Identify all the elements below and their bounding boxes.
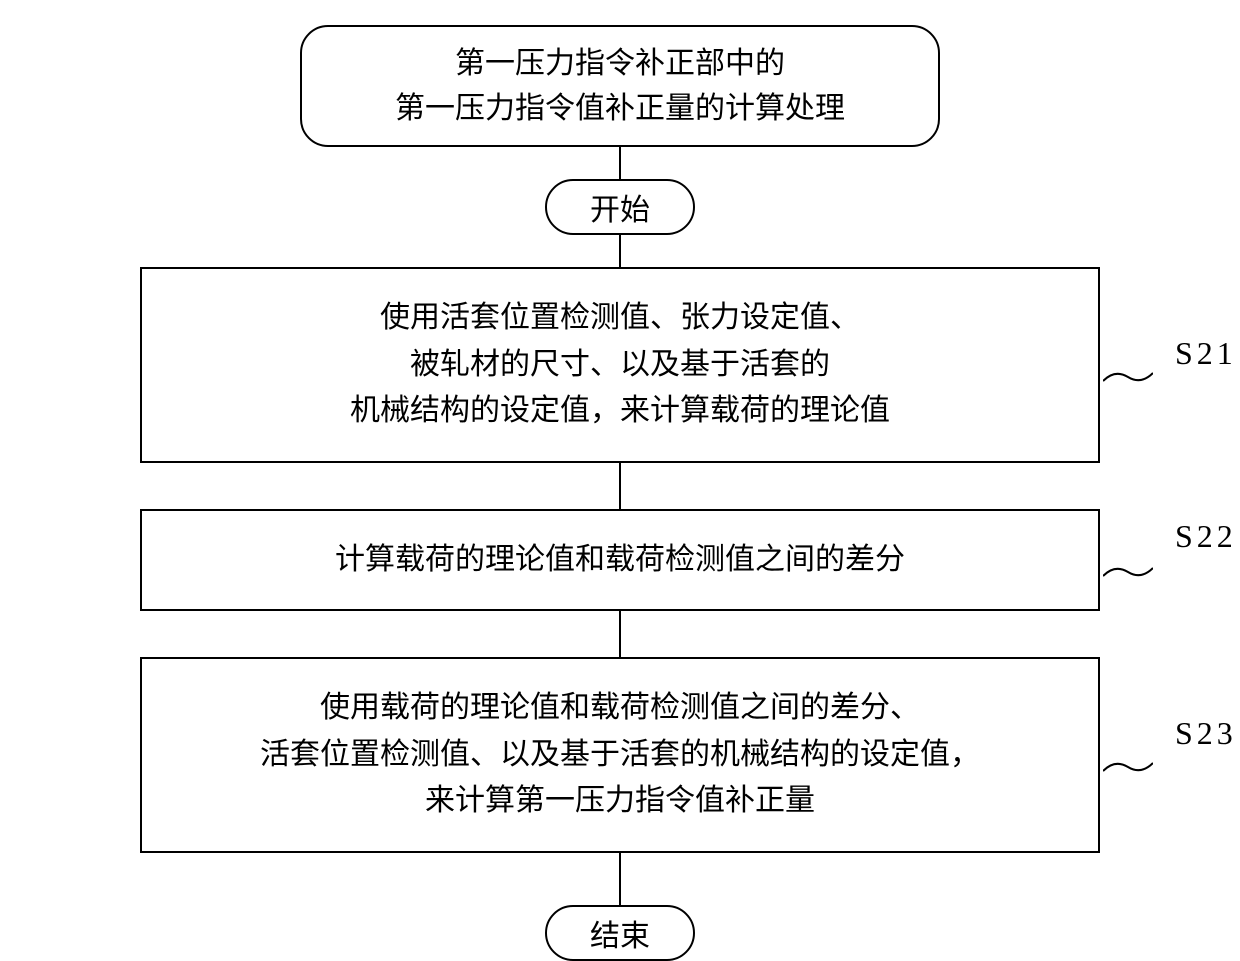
flowchart-container: 第一压力指令补正部中的 第一压力指令值补正量的计算处理 开始 使用活套位置检测值… [80,25,1160,961]
process-step-s22: 计算载荷的理论值和载荷检测值之间的差分 [140,509,1100,612]
process-step-s21: 使用活套位置检测值、张力设定值、 被轧材的尺寸、以及基于活套的 机械结构的设定值… [140,267,1100,463]
end-label: 结束 [590,911,650,955]
connector [619,235,621,267]
step-label-s22: S22 [1175,518,1237,555]
tilde-connector-icon [1103,550,1153,570]
process-step-s23: 使用载荷的理论值和载荷检测值之间的差分、 活套位置检测值、以及基于活套的机械结构… [140,657,1100,853]
s21-line-3: 机械结构的设定值，来计算载荷的理论值 [162,388,1078,435]
title-line-1: 第一压力指令补正部中的 [332,41,908,86]
title-line-2: 第一压力指令值补正量的计算处理 [332,86,908,131]
step-label-s21: S21 [1175,335,1237,372]
connector [619,463,621,509]
s23-line-3: 来计算第一压力指令值补正量 [162,778,1078,825]
s23-line-2: 活套位置检测值、以及基于活套的机械结构的设定值， [162,732,1078,779]
start-terminal: 开始 [545,179,695,235]
s22-line-1: 计算载荷的理论值和载荷检测值之间的差分 [162,537,1078,584]
end-terminal: 结束 [545,905,695,961]
connector [619,147,621,179]
tilde-connector-icon [1103,355,1153,375]
start-label: 开始 [590,185,650,229]
connector [619,853,621,905]
s21-line-1: 使用活套位置检测值、张力设定值、 [162,295,1078,342]
tilde-connector-icon [1103,745,1153,765]
s21-line-2: 被轧材的尺寸、以及基于活套的 [162,342,1078,389]
s23-line-1: 使用载荷的理论值和载荷检测值之间的差分、 [162,685,1078,732]
step-label-s23: S23 [1175,715,1237,752]
connector [619,611,621,657]
flowchart-title-box: 第一压力指令补正部中的 第一压力指令值补正量的计算处理 [300,25,940,147]
